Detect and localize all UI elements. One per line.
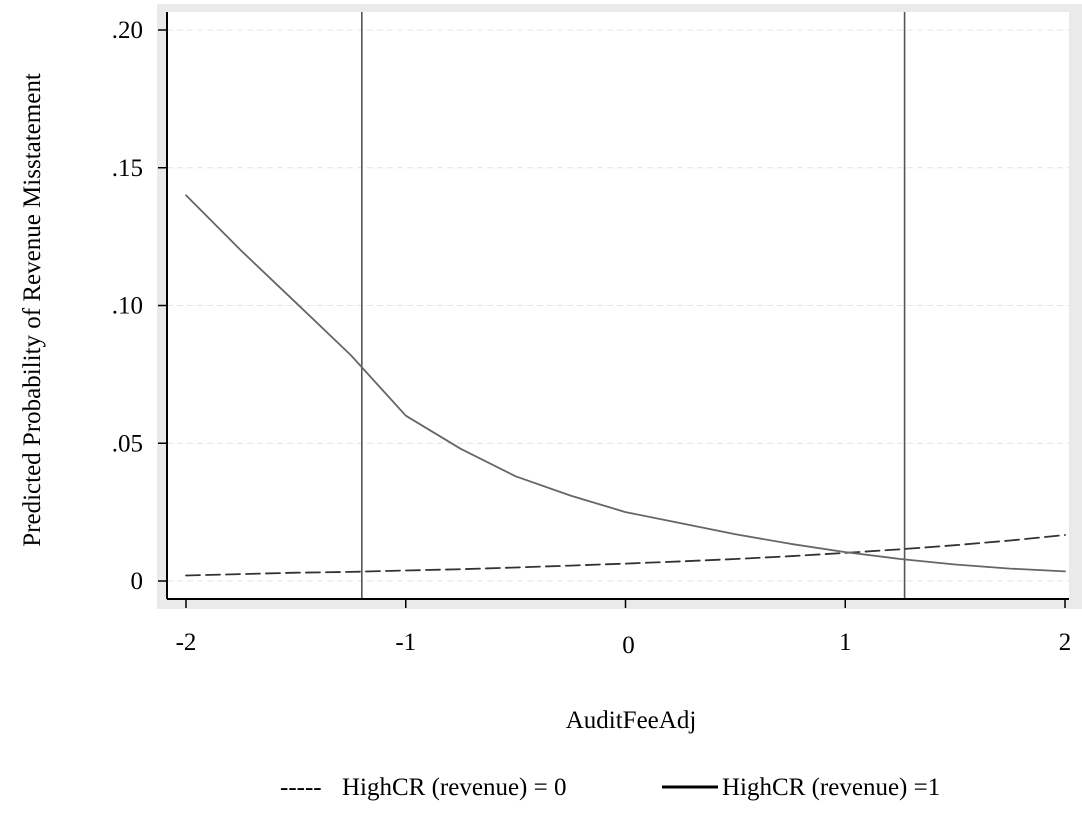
legend-label-series-1: HighCR (revenue) =1 (722, 774, 940, 801)
legend-dash-marker: ----- (280, 774, 322, 801)
x-tick-label-3: 1 (839, 629, 852, 656)
legend-label-series-0: HighCR (revenue) = 0 (342, 774, 566, 801)
series-lines (185, 194, 1066, 577)
y-tick-label-1: .05 (112, 430, 143, 457)
x-tick-label-2: 0 (622, 632, 635, 659)
y-tick-label-3: .15 (112, 155, 143, 182)
y-tick-label-2: .10 (112, 293, 143, 320)
y-axis-title: Predicted Probability of Revenue Misstat… (19, 73, 46, 547)
x-tick-label-1: -1 (395, 629, 416, 656)
x-tick-label-4: 2 (1059, 629, 1072, 656)
x-tick-label-0: -2 (176, 629, 197, 656)
y-axis-ticks: 0 .05 .10 .15 .20 (112, 17, 167, 595)
x-axis-title: AuditFeeAdj (566, 707, 697, 734)
y-tick-label-0: 0 (131, 568, 144, 595)
y-tick-label-4: .20 (112, 17, 143, 44)
legend: ----- HighCR (revenue) = 0 HighCR (reven… (280, 774, 940, 801)
series-line-1 (185, 194, 1066, 573)
x-axis-ticks: -2 -1 0 1 2 (176, 599, 1072, 659)
series-line-0 (185, 534, 1066, 577)
gridlines (167, 29, 1069, 582)
reference-lines (360, 12, 906, 599)
